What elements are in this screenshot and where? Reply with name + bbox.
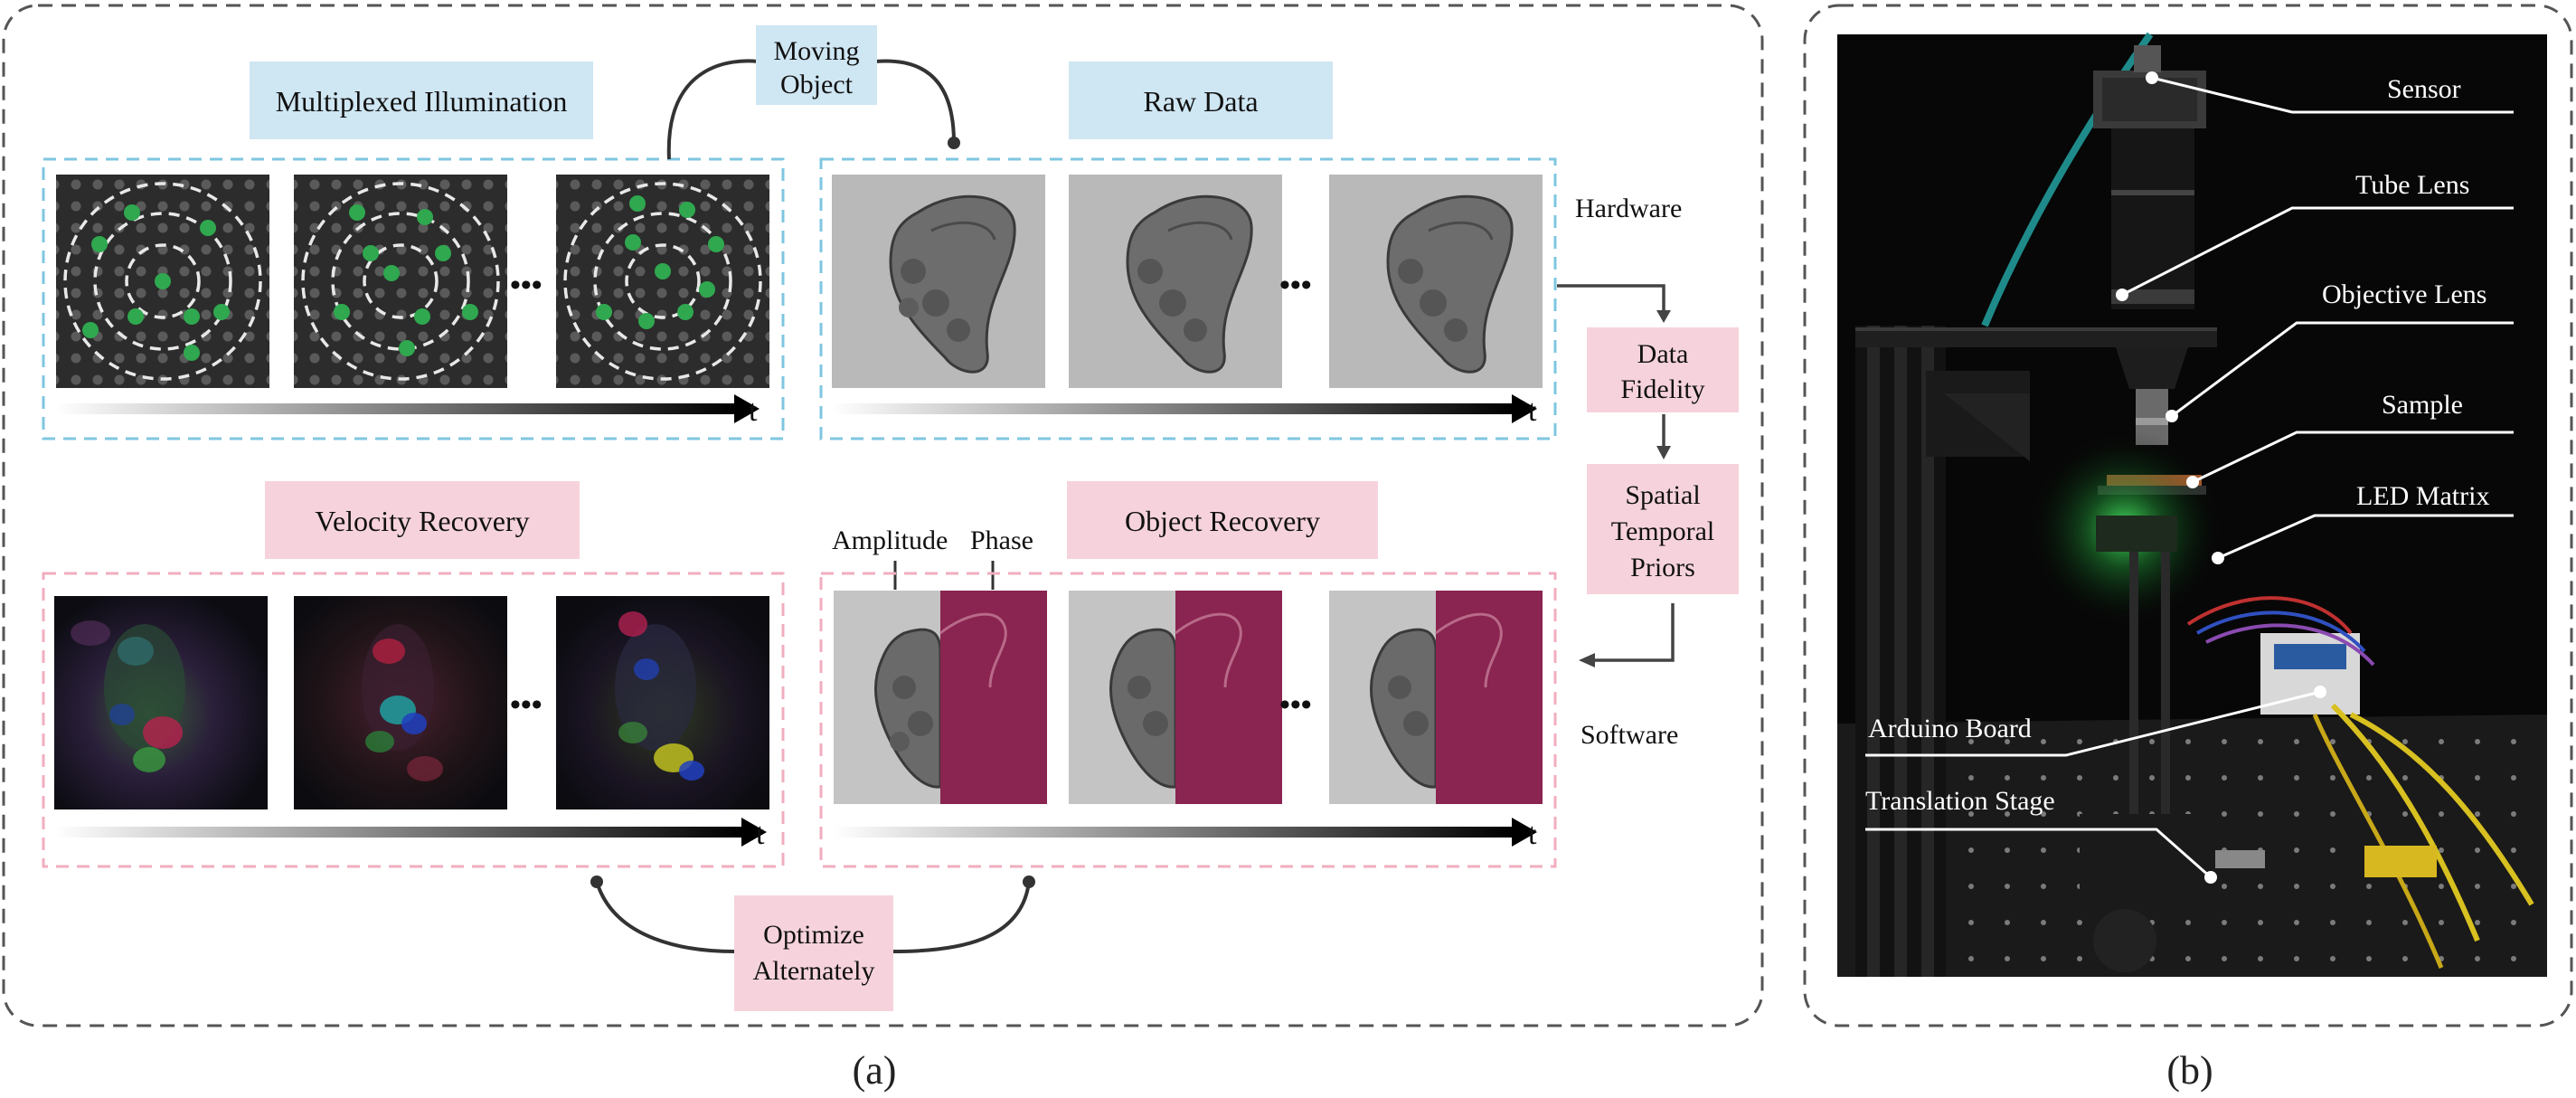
flow-arrow-3-head bbox=[1579, 653, 1595, 667]
led-matrix-label: LED Matrix bbox=[2356, 481, 2489, 511]
led-pattern-1 bbox=[56, 175, 269, 388]
connector-dot bbox=[948, 137, 960, 149]
object-recovery-label: Object Recovery bbox=[1125, 505, 1320, 537]
velocity-map-3 bbox=[556, 596, 769, 809]
led-pattern-3 bbox=[556, 175, 769, 388]
object-recovery-box bbox=[1067, 481, 1378, 559]
hardware-label: Hardware bbox=[1575, 194, 1682, 223]
flow-arrow-1-head bbox=[1656, 310, 1671, 323]
panel-b-border bbox=[1803, 4, 2573, 1027]
tube-lens-label: Tube Lens bbox=[2355, 170, 2469, 200]
time-arrow-raw: t bbox=[832, 394, 1537, 428]
raw-data-label: Raw Data bbox=[1143, 85, 1258, 118]
flow-arrow-2-head bbox=[1656, 446, 1671, 459]
optimize-connector bbox=[595, 881, 1031, 953]
object-ellipsis: ••• bbox=[1279, 688, 1312, 722]
velocity-map-2 bbox=[294, 596, 507, 809]
priors-box bbox=[1587, 464, 1739, 594]
illumination-ellipsis: ••• bbox=[510, 269, 543, 302]
component-labels: Sensor Tube Lens Objective Lens Sample L… bbox=[1865, 71, 2514, 884]
velocity-map-1 bbox=[54, 596, 268, 809]
arduino-board-label: Arduino Board bbox=[1868, 714, 2032, 743]
moving-object-label-1: Moving bbox=[773, 36, 859, 66]
velocity-recovery-label: Velocity Recovery bbox=[315, 505, 529, 537]
sensor-label: Sensor bbox=[2387, 74, 2461, 104]
amplitude-label: Amplitude bbox=[832, 525, 948, 555]
time-arrow-velocity: t bbox=[54, 818, 767, 851]
time-axis-label: t bbox=[1528, 818, 1537, 851]
raw-frame-1 bbox=[832, 175, 1045, 388]
optimize-label-2: Alternately bbox=[753, 956, 875, 986]
time-axis-label: t bbox=[749, 394, 758, 428]
time-arrow-object: t bbox=[834, 818, 1537, 851]
raw-data-group-frame bbox=[819, 157, 1557, 440]
optimize-box bbox=[734, 895, 893, 1011]
illumination-group-frame bbox=[42, 157, 785, 440]
panel-b: Sensor Tube Lens Objective Lens Sample L… bbox=[1803, 4, 2573, 1093]
panel-a-caption: (a) bbox=[853, 1048, 897, 1093]
moving-object-connector bbox=[666, 59, 956, 160]
time-arrow-illumination: t bbox=[56, 394, 760, 428]
optimize-label-1: Optimize bbox=[763, 920, 864, 950]
priors-label-2: Temporal bbox=[1611, 516, 1715, 546]
raw-ellipsis: ••• bbox=[1279, 269, 1312, 302]
object-frame-2 bbox=[1069, 591, 1282, 804]
data-fidelity-box bbox=[1587, 327, 1739, 412]
time-axis-label: t bbox=[1528, 394, 1537, 428]
flow-arrow-1 bbox=[1557, 284, 1665, 312]
multiplexed-illumination-label: Multiplexed Illumination bbox=[276, 85, 568, 118]
panel-a: ••• t Multiplexed Illumination bbox=[2, 4, 1764, 1093]
time-axis-label: t bbox=[756, 818, 765, 851]
translation-stage-label: Translation Stage bbox=[1865, 786, 2055, 816]
velocity-recovery-box bbox=[265, 481, 580, 559]
led-pattern-2 bbox=[294, 175, 507, 388]
moving-object-box bbox=[756, 25, 877, 105]
priors-label-1: Spatial bbox=[1625, 480, 1700, 510]
object-frame-1 bbox=[834, 591, 1047, 804]
velocity-group-frame bbox=[42, 572, 785, 868]
moving-object-label-2: Object bbox=[780, 70, 854, 99]
objective-lens-label: Objective Lens bbox=[2322, 279, 2486, 309]
data-fidelity-label-2: Fidelity bbox=[1620, 374, 1704, 404]
raw-data-box bbox=[1069, 62, 1333, 139]
panel-a-border bbox=[2, 4, 1764, 1027]
raw-frame-2 bbox=[1069, 175, 1282, 388]
software-label: Software bbox=[1581, 720, 1678, 750]
setup-photo bbox=[1837, 32, 2547, 977]
object-frame-3 bbox=[1329, 591, 1543, 804]
flow-arrow-3 bbox=[1593, 603, 1675, 662]
priors-label-3: Priors bbox=[1630, 553, 1695, 582]
velocity-ellipsis: ••• bbox=[510, 688, 543, 722]
sample-label: Sample bbox=[2382, 390, 2463, 420]
phase-label: Phase bbox=[970, 525, 1033, 555]
data-fidelity-label-1: Data bbox=[1637, 339, 1689, 369]
panel-b-caption: (b) bbox=[2166, 1048, 2213, 1093]
object-group-frame bbox=[819, 572, 1557, 868]
raw-frame-3 bbox=[1329, 175, 1543, 388]
multiplexed-illumination-box bbox=[250, 62, 593, 139]
